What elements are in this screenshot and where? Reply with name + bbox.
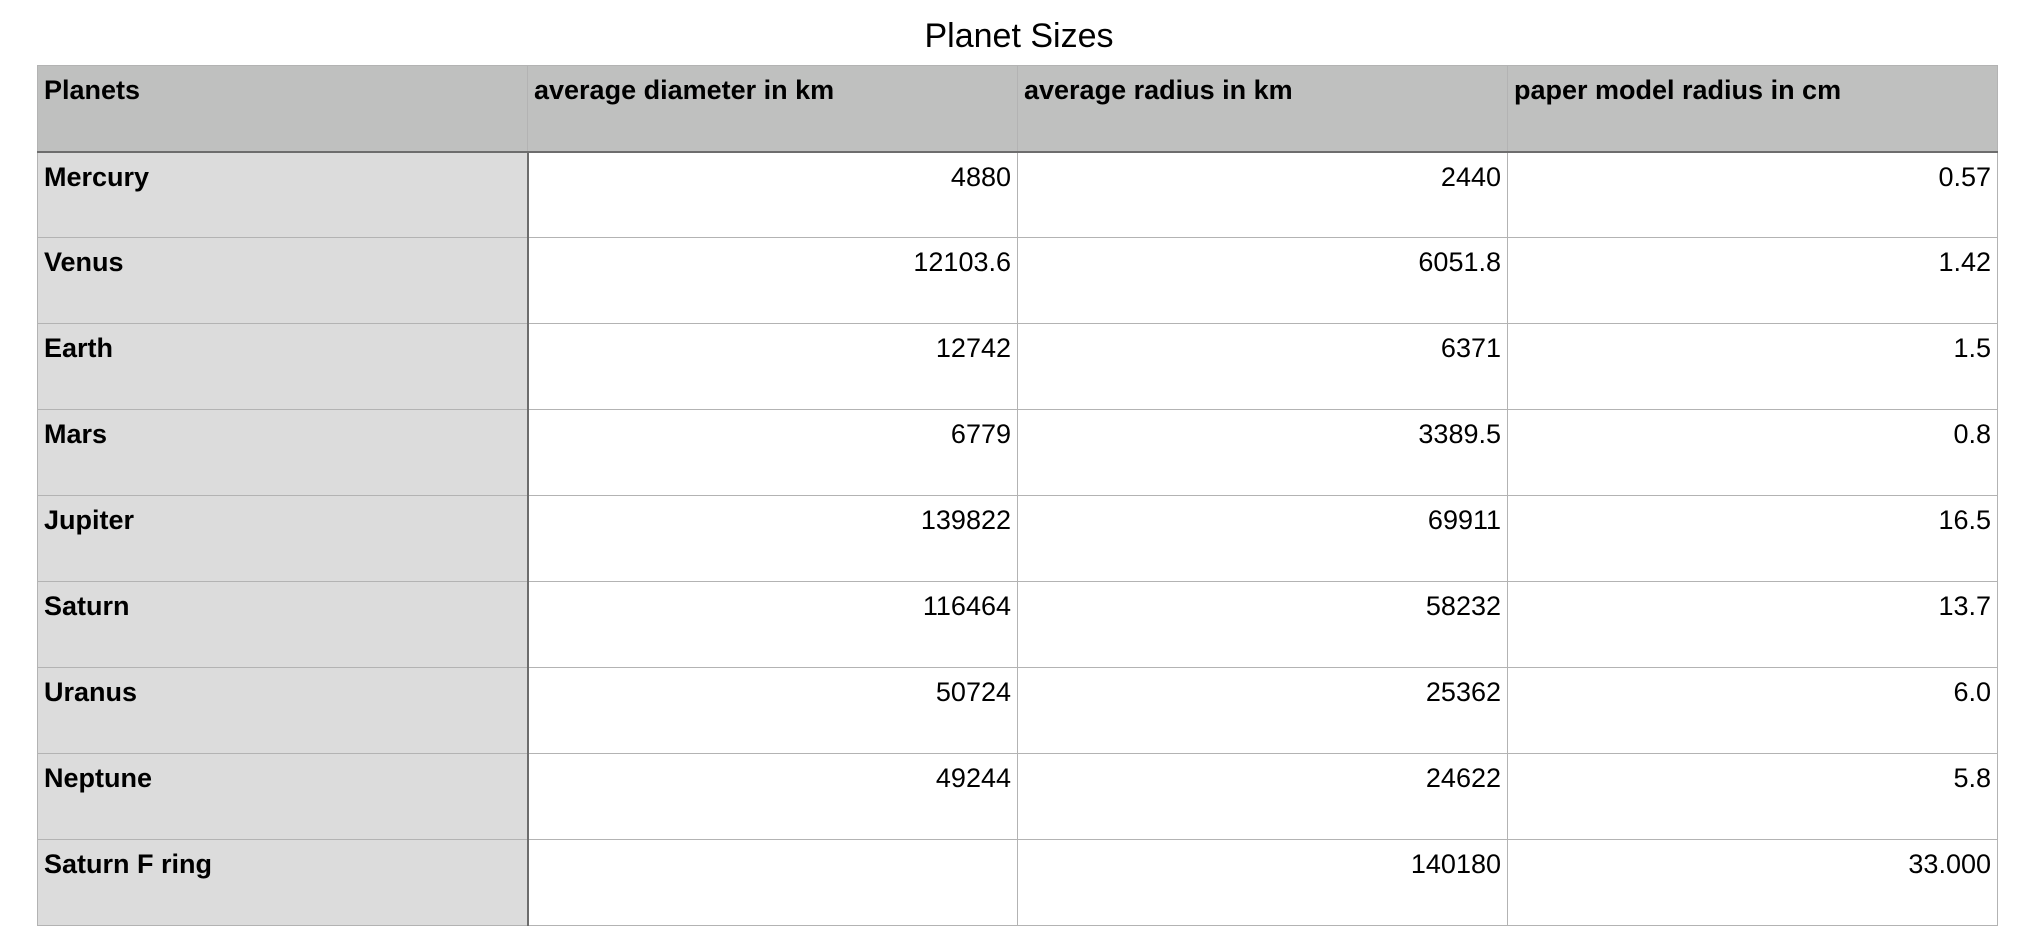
header-row: Planets average diameter in km average r… xyxy=(37,65,1998,153)
column-header-paper-model-radius[interactable]: paper model radius in cm xyxy=(1507,65,1998,153)
table-row: Jupiter 139822 69911 16.5 xyxy=(37,495,1998,582)
row-header-cell[interactable]: Earth xyxy=(37,323,529,410)
model-radius-cell[interactable]: 1.5 xyxy=(1507,323,1998,410)
table-row: Neptune 49244 24622 5.8 xyxy=(37,753,1998,840)
diameter-cell[interactable]: 116464 xyxy=(527,581,1018,668)
model-radius-cell[interactable]: 33.000 xyxy=(1507,839,1998,926)
radius-cell[interactable]: 25362 xyxy=(1017,667,1508,754)
column-header-average-radius[interactable]: average radius in km xyxy=(1017,65,1508,153)
diameter-cell[interactable]: 12103.6 xyxy=(527,237,1018,324)
model-radius-cell[interactable]: 16.5 xyxy=(1507,495,1998,582)
model-radius-cell[interactable]: 0.57 xyxy=(1507,151,1998,238)
row-header-cell[interactable]: Venus xyxy=(37,237,529,324)
model-radius-cell[interactable]: 6.0 xyxy=(1507,667,1998,754)
model-radius-cell[interactable]: 1.42 xyxy=(1507,237,1998,324)
row-header-cell[interactable]: Mars xyxy=(37,409,529,496)
table-row: Earth 12742 6371 1.5 xyxy=(37,323,1998,410)
row-header-cell[interactable]: Uranus xyxy=(37,667,529,754)
radius-cell[interactable]: 3389.5 xyxy=(1017,409,1508,496)
table-title: Planet Sizes xyxy=(924,17,1114,55)
table-row: Mars 6779 3389.5 0.8 xyxy=(37,409,1998,496)
radius-cell[interactable]: 69911 xyxy=(1017,495,1508,582)
model-radius-cell[interactable]: 0.8 xyxy=(1507,409,1998,496)
table-row: Saturn F ring 140180 33.000 xyxy=(37,839,1998,926)
row-header-cell[interactable]: Saturn xyxy=(37,581,529,668)
diameter-cell[interactable]: 6779 xyxy=(527,409,1018,496)
model-radius-cell[interactable]: 5.8 xyxy=(1507,753,1998,840)
row-header-cell[interactable]: Jupiter xyxy=(37,495,529,582)
radius-cell[interactable]: 6051.8 xyxy=(1017,237,1508,324)
radius-cell[interactable]: 24622 xyxy=(1017,753,1508,840)
diameter-cell[interactable]: 4880 xyxy=(527,151,1018,238)
diameter-cell[interactable] xyxy=(527,839,1018,926)
table-row: Uranus 50724 25362 6.0 xyxy=(37,667,1998,754)
column-header-average-diameter[interactable]: average diameter in km xyxy=(527,65,1018,153)
row-header-cell[interactable]: Neptune xyxy=(37,753,529,840)
radius-cell[interactable]: 140180 xyxy=(1017,839,1508,926)
column-header-planets[interactable]: Planets xyxy=(37,65,528,153)
radius-cell[interactable]: 58232 xyxy=(1017,581,1508,668)
radius-cell[interactable]: 6371 xyxy=(1017,323,1508,410)
table-row: Venus 12103.6 6051.8 1.42 xyxy=(37,237,1998,324)
row-header-cell[interactable]: Saturn F ring xyxy=(37,839,529,926)
planet-sizes-table: Planets average diameter in km average r… xyxy=(37,65,1998,926)
diameter-cell[interactable]: 50724 xyxy=(527,667,1018,754)
table-row: Mercury 4880 2440 0.57 xyxy=(37,151,1998,238)
radius-cell[interactable]: 2440 xyxy=(1017,151,1508,238)
row-header-cell[interactable]: Mercury xyxy=(37,151,529,238)
diameter-cell[interactable]: 139822 xyxy=(527,495,1018,582)
model-radius-cell[interactable]: 13.7 xyxy=(1507,581,1998,668)
diameter-cell[interactable]: 12742 xyxy=(527,323,1018,410)
diameter-cell[interactable]: 49244 xyxy=(527,753,1018,840)
table-row: Saturn 116464 58232 13.7 xyxy=(37,581,1998,668)
